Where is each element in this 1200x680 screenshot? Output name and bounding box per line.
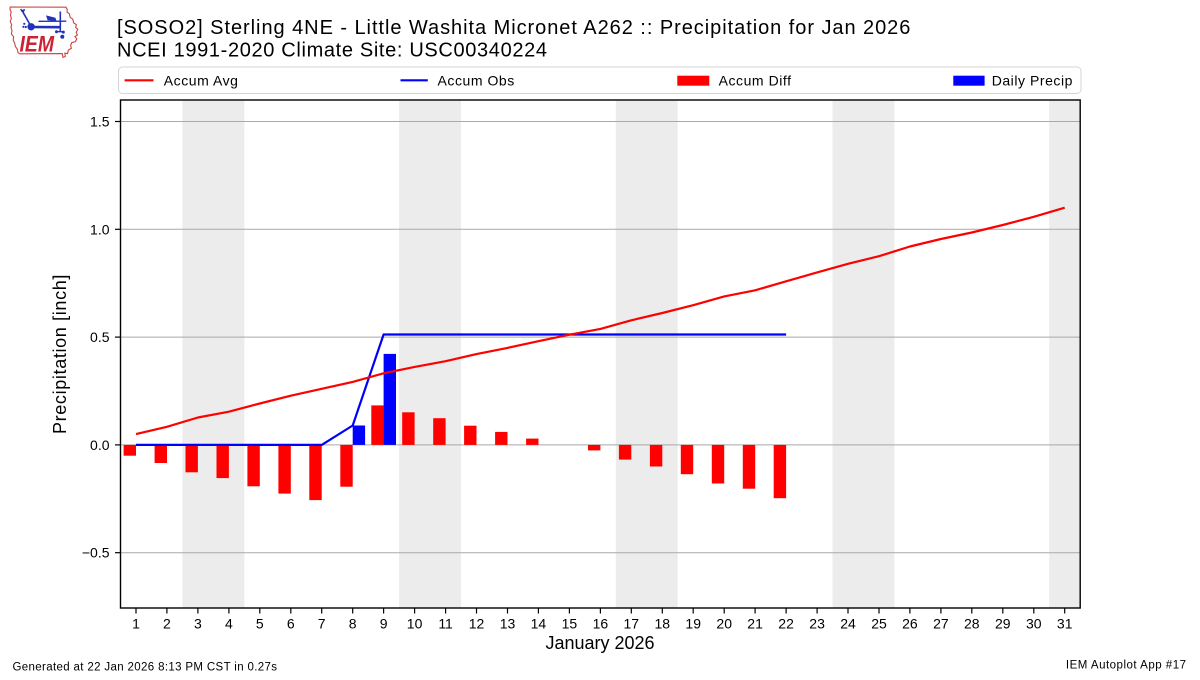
svg-text:19: 19 xyxy=(685,615,701,631)
svg-text:16: 16 xyxy=(593,615,609,631)
svg-text:20: 20 xyxy=(716,615,732,631)
svg-text:1.5: 1.5 xyxy=(90,114,110,130)
svg-text:8: 8 xyxy=(349,615,357,631)
svg-text:0.5: 0.5 xyxy=(90,329,110,345)
svg-text:Accum Diff: Accum Diff xyxy=(719,73,792,89)
svg-text:17: 17 xyxy=(624,615,640,631)
svg-text:29: 29 xyxy=(995,615,1011,631)
svg-text:18: 18 xyxy=(655,615,671,631)
svg-text:3: 3 xyxy=(194,615,202,631)
svg-text:7: 7 xyxy=(318,615,326,631)
svg-text:[SOSO2] Sterling 4NE - Little: [SOSO2] Sterling 4NE - Little Washita Mi… xyxy=(117,17,911,39)
svg-text:12: 12 xyxy=(469,615,485,631)
svg-text:24: 24 xyxy=(840,615,856,631)
svg-text:10: 10 xyxy=(407,615,423,631)
svg-text:14: 14 xyxy=(531,615,547,631)
svg-text:NCEI 1991-2020 Climate Site: U: NCEI 1991-2020 Climate Site: USC00340224 xyxy=(117,40,548,62)
svg-text:30: 30 xyxy=(1026,615,1042,631)
svg-text:IEM Autoplot App #17: IEM Autoplot App #17 xyxy=(1066,659,1187,671)
svg-text:4: 4 xyxy=(225,615,233,631)
svg-text:11: 11 xyxy=(438,615,453,631)
svg-text:21: 21 xyxy=(747,615,763,631)
svg-text:Generated at 22 Jan 2026 8:13: Generated at 22 Jan 2026 8:13 PM CST in … xyxy=(13,662,278,674)
svg-text:22: 22 xyxy=(778,615,794,631)
svg-text:Accum Avg: Accum Avg xyxy=(164,73,239,89)
svg-text:−0.5: −0.5 xyxy=(82,545,110,561)
svg-text:2: 2 xyxy=(163,615,171,631)
svg-text:IEM: IEM xyxy=(20,32,55,57)
svg-text:Accum Obs: Accum Obs xyxy=(438,73,515,89)
svg-text:15: 15 xyxy=(562,615,578,631)
svg-text:0.0: 0.0 xyxy=(90,437,110,453)
svg-text:25: 25 xyxy=(871,615,887,631)
svg-text:6: 6 xyxy=(287,615,295,631)
svg-text:Daily Precip: Daily Precip xyxy=(992,73,1073,89)
svg-text:28: 28 xyxy=(964,615,980,631)
svg-text:13: 13 xyxy=(500,615,516,631)
svg-text:Precipitation [inch]: Precipitation [inch] xyxy=(50,274,70,434)
svg-text:27: 27 xyxy=(933,615,949,631)
svg-text:31: 31 xyxy=(1057,615,1073,631)
svg-text:1: 1 xyxy=(132,615,140,631)
svg-text:23: 23 xyxy=(809,615,825,631)
svg-text:January 2026: January 2026 xyxy=(545,633,654,653)
svg-text:26: 26 xyxy=(902,615,918,631)
svg-text:5: 5 xyxy=(256,615,264,631)
svg-text:9: 9 xyxy=(380,615,388,631)
svg-text:1.0: 1.0 xyxy=(90,221,110,237)
